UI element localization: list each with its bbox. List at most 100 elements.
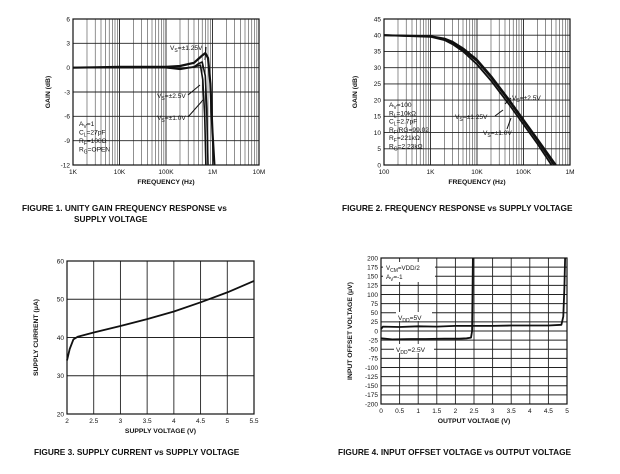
fig3-x-tick-label: 3: [119, 418, 123, 425]
fig1-condition-text: RF=100Ω: [79, 138, 107, 147]
fig4-y-tick-label: -125: [365, 374, 378, 381]
fig4-y-tick-label: 25: [371, 319, 379, 326]
fig3-x-tick-label: 2: [65, 418, 69, 425]
fig2-annotation-vs125: VS=±1.25V: [455, 114, 488, 123]
fig1-y-tick-label: -6: [64, 114, 70, 121]
fig2-leader-line: [494, 109, 504, 117]
fig2-condition-text: RL=10kΩ: [389, 110, 416, 119]
fig2-condition-text: CL=2.7pF: [389, 119, 417, 128]
fig1-y-tick-label: 3: [66, 41, 70, 48]
fig1-y-tick-label: 6: [66, 16, 70, 23]
fig3-y-axis-label: SUPPLY CURRENT (μA): [33, 299, 40, 376]
fig4-y-tick-label: -75: [369, 356, 379, 363]
fig1-y-axis-label: GAIN (dB): [45, 76, 52, 108]
fig3-x-tick-label: 3.5: [143, 418, 152, 425]
fig3-y-tick-label: 40: [57, 335, 65, 342]
fig2-condition-text: RF/RG=99.02: [389, 127, 429, 136]
fig2-leader-line: [506, 117, 512, 130]
fig4-y-tick-label: -150: [365, 383, 378, 390]
fig1-leader-line: [204, 46, 207, 61]
fig3-series-line-1: [66, 280, 255, 361]
fig4-condition-text: VCM=VDD/2: [386, 265, 420, 274]
fig2-annotation-vs25: VS=±2.5V: [512, 95, 541, 104]
fig1-series-line-3: [73, 64, 207, 166]
fig2-x-tick-label: 100K: [516, 169, 532, 176]
fig1-x-tick-label: 10K: [114, 169, 126, 176]
fig1-y-tick-label: -9: [64, 138, 70, 145]
fig4-x-tick-label: 1.5: [432, 408, 441, 415]
fig4-y-axis-label: INPUT OFFSET VOLTAGE (μV): [347, 282, 354, 380]
fig1-condition-text: CL=27pF: [79, 130, 105, 139]
fig3-x-tick-label: 4.5: [196, 418, 205, 425]
fig1-condition-text: RG=OPEN: [79, 147, 110, 156]
fig4-y-tick-label: 125: [367, 283, 378, 290]
fig2-x-tick-label: 1M: [565, 169, 574, 176]
figure-1-caption-line2: SUPPLY VOLTAGE: [74, 214, 148, 224]
fig2-x-tick-label: 10K: [471, 169, 483, 176]
figure-1-caption: FIGURE 1. UNITY GAIN FREQUENCY RESPONSE …: [22, 203, 227, 225]
fig1-leader-line: [187, 99, 204, 118]
fig2-y-axis-label: GAIN (dB): [352, 76, 359, 108]
fig3-y-tick-label: 30: [57, 373, 65, 380]
fig4-y-tick-label: 0: [374, 328, 378, 335]
fig2-y-tick-label: 35: [374, 49, 382, 56]
fig3-chart: 2 2.5 3 3.5 4 4.5 5 5.5 20 30 40 50 60 SUPPLY VOLTAGE…: [33, 258, 259, 435]
fig2-x-tick-label: 1K: [427, 169, 436, 176]
fig3-y-tick-label: 50: [57, 297, 65, 304]
fig4-y-tick-label: -175: [365, 392, 378, 399]
fig4-x-tick-label: 3: [491, 408, 495, 415]
fig1-annotation-vs25: VS=±2.5V: [157, 93, 186, 102]
fig2-y-tick-label: 45: [374, 16, 382, 23]
fig2-plot-frame: [383, 18, 571, 166]
fig1-chart: 1K 10K 100K 1M 10M -12 -9 -6 -3 0 3 6 FREQUENCY (Hz)…: [45, 16, 265, 186]
fig2-condition-text: RG=2.23kΩ: [389, 144, 423, 153]
fig4-y-tick-label: 50: [371, 310, 379, 317]
fig2-annotation-vs10: VS=±1.0V: [483, 130, 512, 139]
fig1-x-tick-label: 10M: [253, 169, 266, 176]
fig3-x-axis-label: SUPPLY VOLTAGE (V): [125, 428, 196, 435]
fig4-x-tick-label: 0: [379, 408, 383, 415]
fig1-leader-line: [187, 84, 201, 96]
fig4-y-tick-label: 200: [367, 255, 378, 262]
figure-4-caption: FIGURE 4. INPUT OFFSET VOLTAGE vs OUTPUT…: [338, 447, 572, 457]
fig4-y-tick-label: -100: [365, 365, 378, 372]
fig2-y-tick-label: 0: [377, 162, 381, 169]
fig1-x-tick-label: 1M: [208, 169, 217, 176]
fig3-x-tick-label: 5.5: [249, 418, 258, 425]
fig3-y-tick-label: 60: [57, 258, 65, 265]
fig3-x-tick-label: 5: [225, 418, 229, 425]
fig2-y-tick-label: 40: [374, 33, 382, 40]
fig2-y-tick-label: 15: [374, 114, 382, 121]
fig1-condition-text: AV=1: [79, 121, 95, 130]
figure-1-caption-line1: FIGURE 1. UNITY GAIN FREQUENCY RESPONSE …: [22, 203, 227, 213]
fig4-y-tick-label: 150: [367, 274, 378, 281]
fig4-x-tick-label: 3.5: [507, 408, 516, 415]
fig2-series-line-3: [383, 34, 553, 166]
fig2-chart: 100 1K 10K 100K 1M 0 5 10 15 20 25 30 35 40 45 FREQUENC…: [352, 16, 575, 186]
fig4-y-tick-label: 175: [367, 264, 378, 271]
fig4-x-tick-label: 4.5: [544, 408, 553, 415]
fig2-y-tick-label: 30: [374, 65, 382, 72]
fig4-series-label-vdd5: VDD=5V: [398, 315, 422, 324]
fig4-x-axis-label: OUTPUT VOLTAGE (V): [438, 418, 511, 425]
fig4-x-tick-label: 5: [565, 408, 569, 415]
fig1-plot-frame: [72, 18, 260, 166]
fig4-chart: 0 0.5 1 1.5 2 2.5 3 3.5 4 4.5 5 -200 -175 -150 -125 -10…: [347, 255, 569, 425]
fig2-condition-text: RF=221kΩ: [389, 135, 420, 144]
fig4-y-tick-label: -50: [369, 347, 379, 354]
fig2-condition-text: AV=100: [389, 102, 412, 111]
fig4-y-tick-label: 75: [371, 301, 379, 308]
fig4-x-tick-label: 4: [528, 408, 532, 415]
fig1-annotation-vs10: VS=±1.0V: [157, 115, 186, 124]
fig4-label-bg: [394, 344, 434, 353]
fig1-x-axis-label: FREQUENCY (Hz): [137, 179, 194, 186]
fig2-x-tick-label: 100: [379, 169, 390, 176]
fig3-x-tick-label: 4: [172, 418, 176, 425]
fig4-x-tick-label: 1: [416, 408, 420, 415]
fig4-series-line-2: [380, 257, 474, 341]
fig2-leader-line: [504, 97, 512, 105]
fig2-x-axis-label: FREQUENCY (Hz): [448, 179, 505, 186]
fig1-y-tick-label: -12: [61, 162, 71, 169]
